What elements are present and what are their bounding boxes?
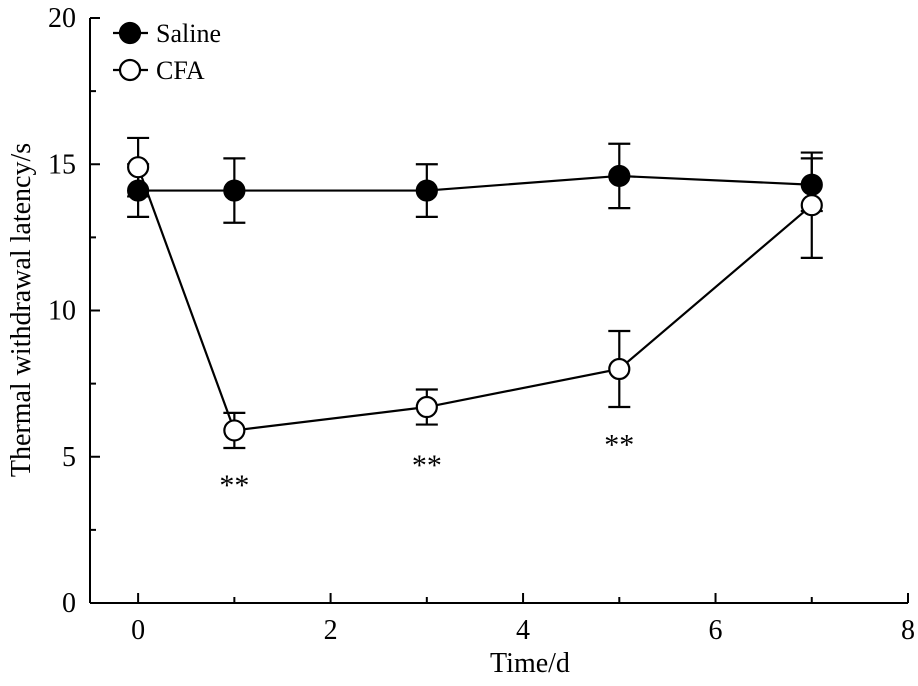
series-line [137, 166, 813, 432]
series-layer [127, 136, 823, 450]
x-tick-label: 4 [516, 615, 530, 646]
data-point [608, 357, 631, 381]
annotation-layer: ** ** ** [219, 428, 634, 502]
y-tick-label: 5 [62, 442, 76, 473]
significance-label: ** [604, 428, 634, 461]
y-tick-label: 15 [48, 149, 76, 180]
axes: 0 5 10 15 20 0 2 4 6 8 [48, 3, 915, 646]
significance-label: ** [412, 449, 442, 482]
x-tick-label: 0 [131, 615, 145, 646]
y-tick-label: 10 [48, 296, 76, 327]
x-tick-label: 6 [709, 615, 723, 646]
series-cfa [127, 136, 823, 450]
data-point [608, 164, 631, 188]
data-point [223, 419, 246, 442]
data-point [223, 179, 246, 202]
legend-item-saline: Saline [113, 19, 221, 48]
data-point [415, 395, 438, 419]
data-point [127, 156, 150, 179]
legend-marker [118, 21, 142, 45]
data-point [415, 179, 438, 202]
legend-label: Saline [156, 19, 221, 48]
legend: Saline CFA [113, 19, 221, 85]
significance-label: ** [219, 469, 249, 502]
x-tick-label: 2 [324, 615, 338, 646]
y-tick-label: 0 [62, 588, 76, 619]
y-tick-label: 20 [48, 3, 76, 34]
legend-item-cfa: CFA [113, 56, 205, 85]
legend-marker [118, 58, 142, 82]
series-saline [127, 142, 823, 224]
y-axis-label: Thermal withdrawal latency/s [6, 143, 37, 477]
x-tick-label: 8 [901, 615, 915, 646]
data-point [800, 194, 823, 217]
x-axis-label: Time/d [490, 648, 570, 679]
legend-label: CFA [156, 56, 205, 85]
